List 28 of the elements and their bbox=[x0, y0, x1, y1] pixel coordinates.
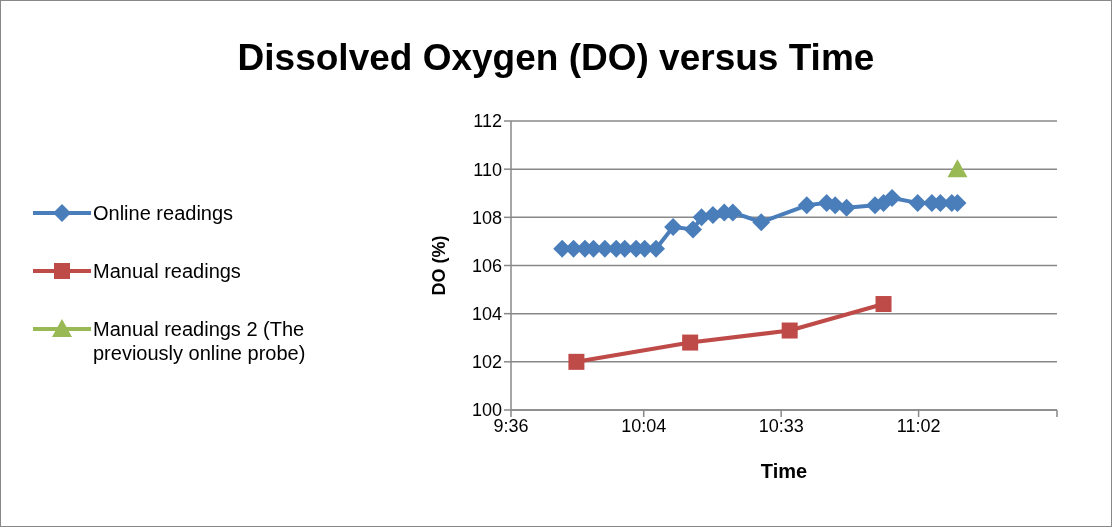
y-tick-label: 102 bbox=[471, 352, 502, 373]
point bbox=[664, 217, 683, 236]
legend-label: Manual readings bbox=[93, 259, 242, 283]
point bbox=[781, 322, 798, 339]
point bbox=[568, 353, 585, 370]
x-axis-title: Time bbox=[760, 460, 808, 482]
y-tick-label: 108 bbox=[471, 207, 502, 228]
x-tick-label: 10:04 bbox=[621, 415, 667, 436]
point bbox=[752, 213, 771, 232]
y-tick-label: 104 bbox=[471, 304, 502, 325]
chart-title: Dissolved Oxygen (DO) versus Time bbox=[236, 37, 876, 79]
point bbox=[947, 159, 968, 178]
y-axis-title: DO (%) bbox=[429, 235, 450, 296]
point bbox=[797, 196, 816, 215]
point bbox=[883, 189, 902, 208]
point bbox=[875, 296, 892, 313]
legend-label: Manual readings 2 (The previously online probe) bbox=[93, 317, 307, 365]
y-tick-label: 110 bbox=[473, 159, 502, 180]
point bbox=[684, 220, 702, 239]
point bbox=[908, 193, 927, 212]
x-tick-label: 9:36 bbox=[493, 415, 529, 436]
x-tick-label: 10:33 bbox=[758, 415, 804, 436]
point bbox=[682, 334, 699, 351]
y-tick-label: 106 bbox=[471, 255, 502, 276]
legend-label: Online readings bbox=[93, 201, 235, 225]
point bbox=[837, 198, 856, 217]
x-tick-label: 11:02 bbox=[896, 415, 941, 436]
y-tick-label: 112 bbox=[473, 111, 502, 132]
